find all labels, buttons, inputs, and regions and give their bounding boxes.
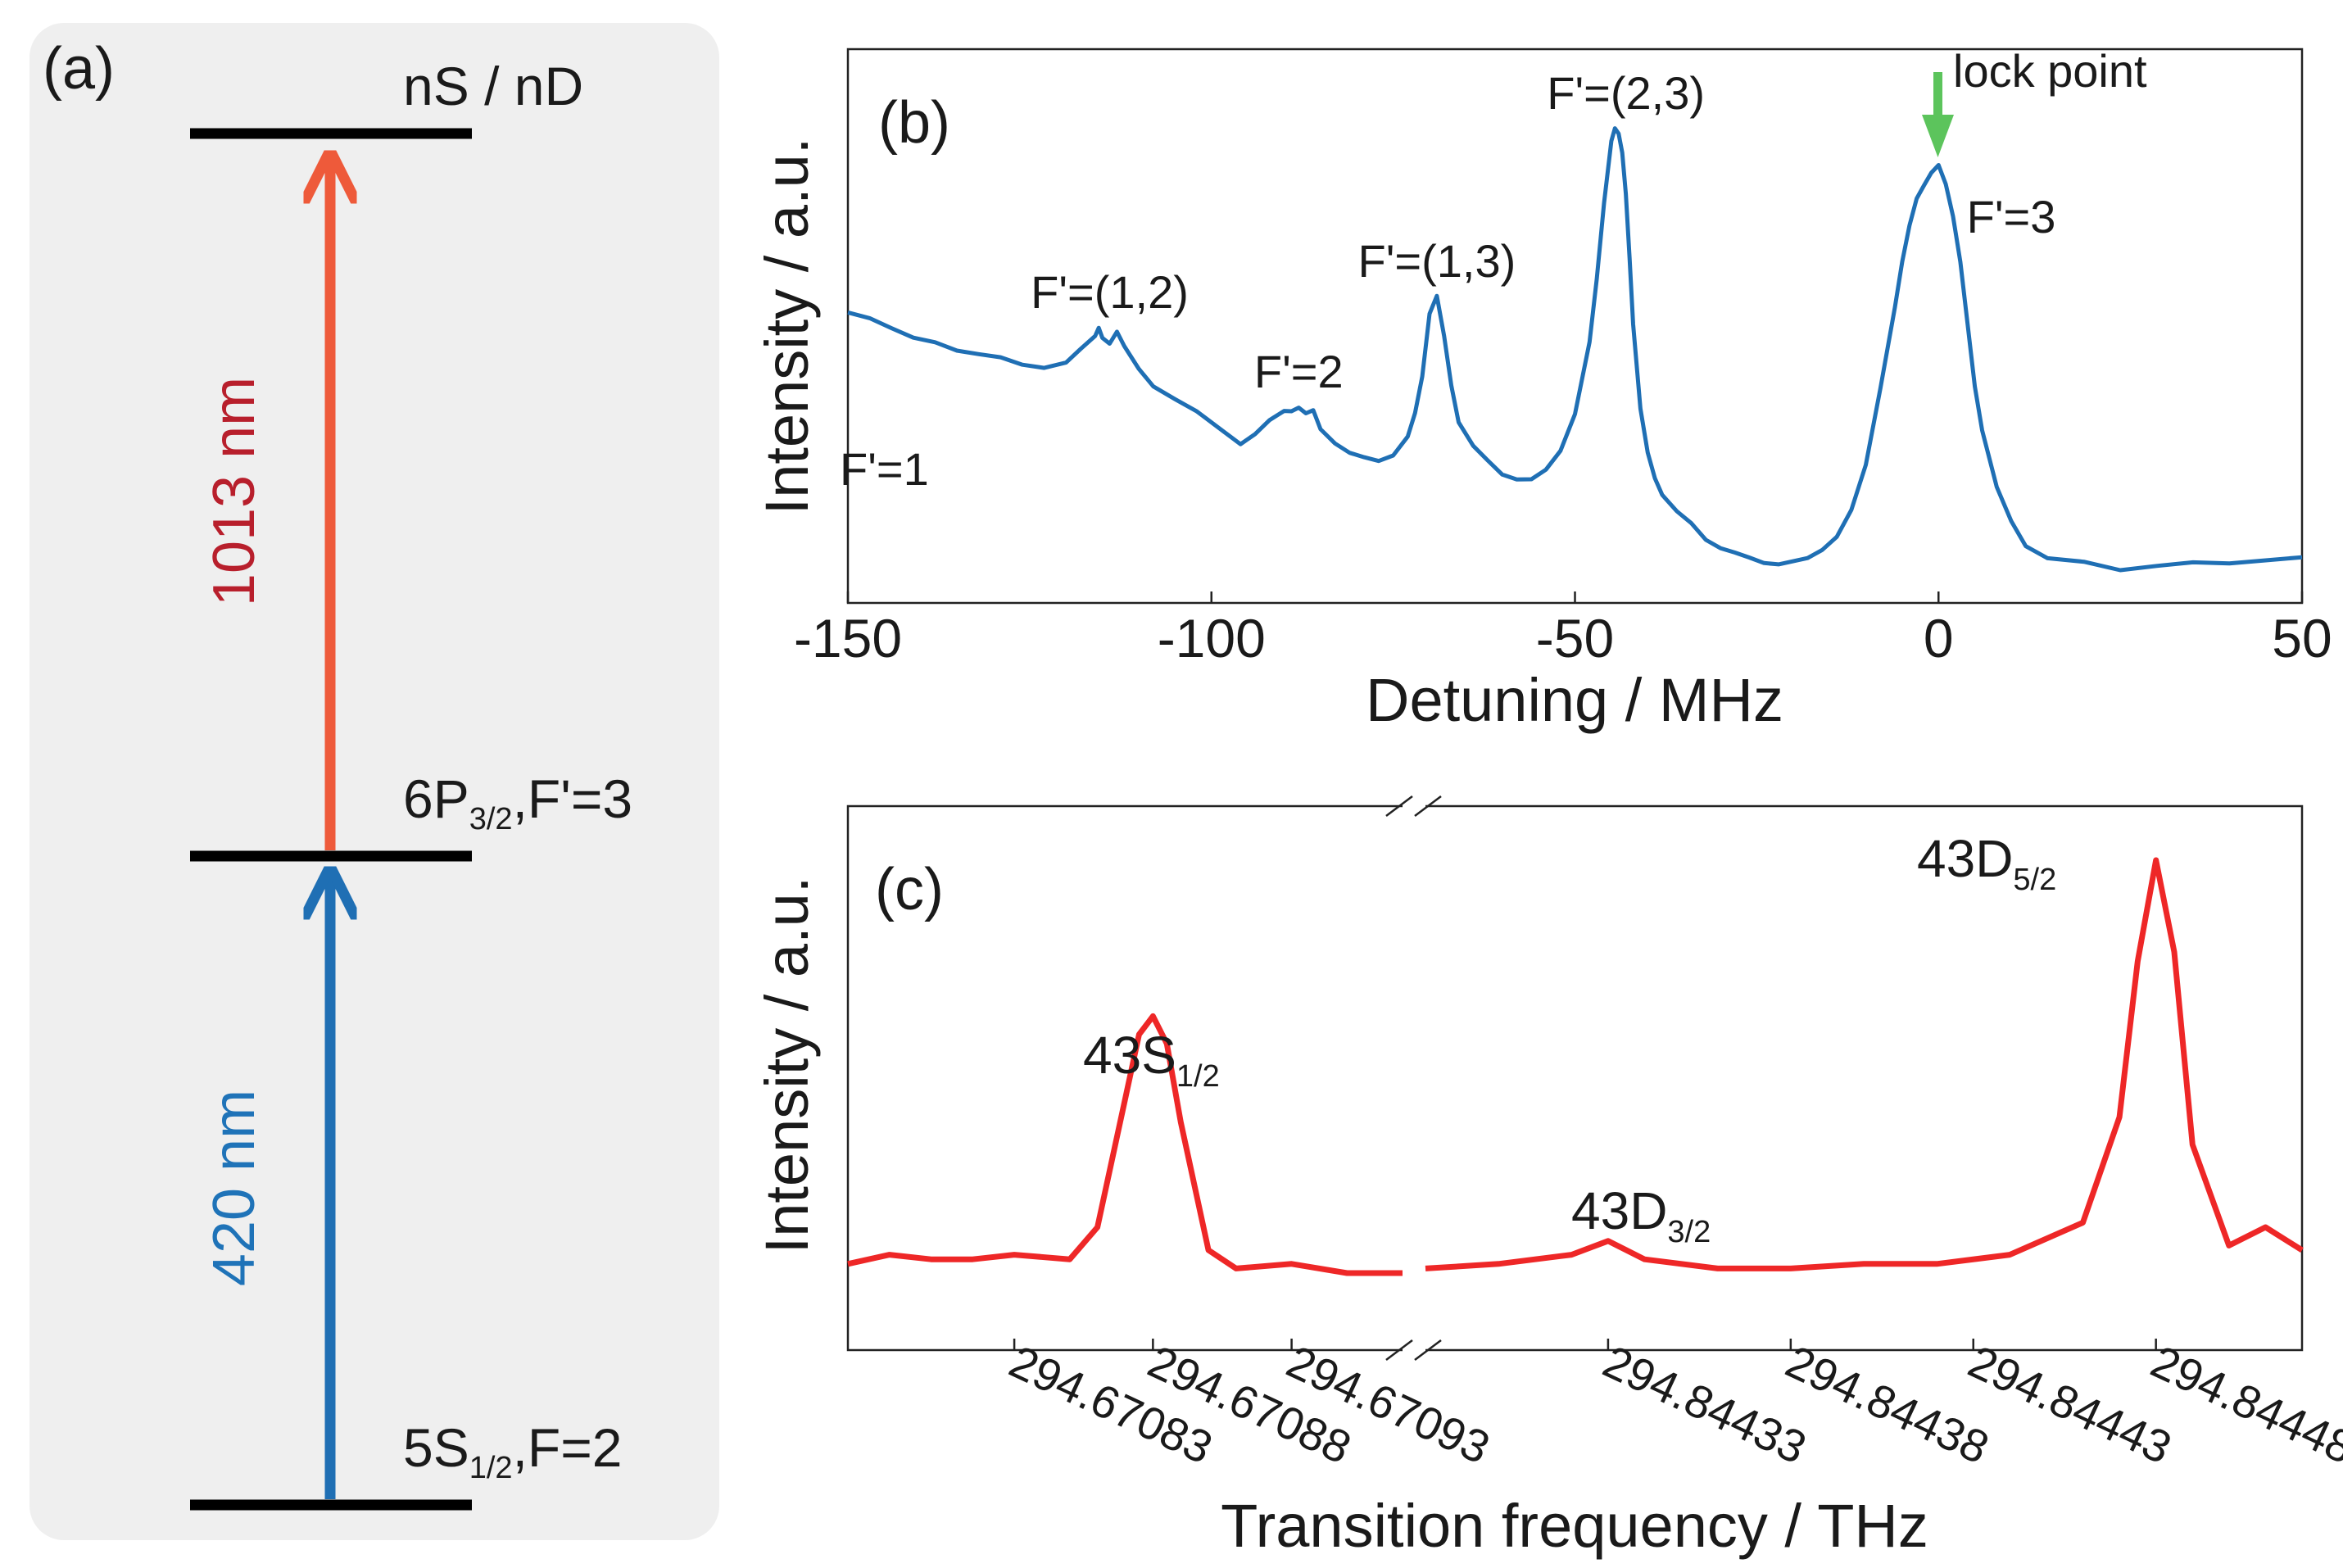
panel-b-annotations: F'=1 F'=(1,2) F'=2 F'=(1,3) F'=(2,3) F'=3 lock…: [840, 45, 2147, 495]
panel-a-background: [29, 23, 719, 1540]
level-nsnd-label: nS / nD: [403, 56, 583, 116]
panel-b-ylabel: Intensity / a.u.: [753, 138, 821, 515]
panel-b-xtick-label: -100: [1158, 608, 1266, 668]
panel-c-series-segment-2: [1425, 857, 2304, 1271]
panel-c-chart: (c) Intensity / a.u. Transition frequenc…: [753, 795, 2343, 1560]
peak-label-43d32: 43D3/2: [1571, 1181, 1711, 1249]
panel-b-annotation-label: F'=2: [1254, 346, 1344, 397]
level-6p-label: 6P3/2,F'=3: [403, 768, 632, 836]
panel-b-plot-frame: [846, 48, 2304, 605]
panel-b-annotation-label: F'=(2,3): [1547, 67, 1705, 119]
panel-b-xtick-label: -150: [794, 608, 902, 668]
panel-c-frame-left: [846, 804, 1403, 1352]
panel-b-xtick-label: 0: [1924, 608, 1954, 668]
panel-b-x-ticks: -150 -100 -50 0 50: [794, 591, 2332, 668]
peak-label-43d52: 43D5/2: [1917, 829, 2056, 897]
panel-a-tag: (a): [43, 36, 115, 102]
transition-1013-label: 1013 nm: [202, 377, 267, 606]
axis-break-bottom-icon: [1385, 1339, 1442, 1361]
peak-label-43s12: 43S1/2: [1083, 1026, 1220, 1094]
panel-c-xlabel: Transition frequency / THz: [1221, 1492, 1928, 1560]
panel-b-annotation-label: F'=3: [1967, 191, 2056, 242]
panel-b-tag: (b): [878, 90, 950, 156]
panel-b-xtick-label: -50: [1536, 608, 1614, 668]
panel-a-energy-diagram: (a) nS / nD 6P3/2,F'=3 5S1/2,F=2 420 nm …: [29, 23, 719, 1540]
panel-c-tag: (c): [875, 857, 944, 922]
panel-b-series-spectrum: [847, 126, 2303, 573]
panel-c-xtick-label: 294.84438: [1779, 1335, 1997, 1474]
level-5s-label: 5S1/2,F=2: [403, 1417, 622, 1485]
lock-point-arrow-icon: [1922, 72, 1954, 157]
transition-420-label: 420 nm: [202, 1090, 267, 1286]
panel-c-frame-right: [1425, 804, 2304, 1352]
panel-c-xtick-label: 294.84448: [2144, 1335, 2343, 1474]
panel-b-xtick-label: 50: [2272, 608, 2332, 668]
panel-b-chart: (b) Intensity / a.u. Detuning / MHz -150…: [753, 45, 2332, 734]
panel-c-xtick-label: 294.84443: [1961, 1335, 2180, 1474]
panel-c-series-segment-1: [847, 1013, 1403, 1276]
axis-break-top-icon: [1385, 795, 1442, 817]
panel-c-ylabel: Intensity / a.u.: [753, 877, 821, 1254]
panel-b-annotation-label: F'=1: [840, 443, 929, 495]
panel-c-xtick-label: 294.84433: [1596, 1335, 1815, 1474]
panel-b-annotation-label: F'=(1,3): [1358, 235, 1516, 287]
panel-b-xlabel: Detuning / MHz: [1366, 666, 1783, 734]
panel-b-annotation-label: F'=(1,2): [1031, 266, 1189, 318]
panel-b-annotation-label: lock point: [1953, 45, 2147, 97]
